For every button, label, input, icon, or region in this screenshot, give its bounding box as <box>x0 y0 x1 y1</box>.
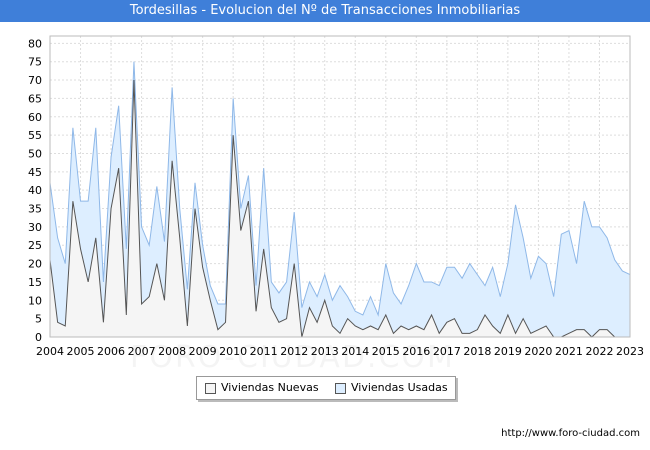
chart-title: Tordesillas - Evolucion del Nº de Transa… <box>0 0 650 22</box>
x-tick-label: 2008 <box>158 345 186 358</box>
y-tick-label: 25 <box>28 239 42 252</box>
y-tick-label: 80 <box>28 37 42 50</box>
x-tick-label: 2013 <box>311 345 339 358</box>
y-tick-label: 15 <box>28 276 42 289</box>
x-tick-label: 2007 <box>128 345 156 358</box>
transactions-chart: 0 5 10 15 20 25 30 35 40 45 50 55 60 65 70 75 80 2004 2005… <box>28 35 644 358</box>
watermark-text: FORO-CIUDAD.COM <box>130 340 455 375</box>
y-tick-label: 50 <box>28 147 42 160</box>
series-usadas-line <box>49 61 631 317</box>
series-nuevas-line <box>49 80 616 338</box>
y-tick-label: 70 <box>28 74 42 87</box>
y-tick-label: 0 <box>35 331 42 344</box>
x-tick-label: 2023 <box>616 345 644 358</box>
x-tick-label: 2004 <box>36 345 64 358</box>
x-tick-label: 2019 <box>494 345 522 358</box>
x-tick-label: 2016 <box>402 345 430 358</box>
x-tick-label: 2017 <box>433 345 461 358</box>
legend-swatch-usadas <box>335 383 346 394</box>
y-tick-label: 5 <box>35 313 42 326</box>
y-tick-label: 75 <box>28 56 42 69</box>
x-tick-label: 2012 <box>280 345 308 358</box>
x-tick-label: 2018 <box>463 345 491 358</box>
x-tick-label: 2006 <box>97 345 125 358</box>
y-tick-label: 20 <box>28 258 42 271</box>
legend-swatch-nuevas <box>205 383 216 394</box>
plot-border <box>49 35 631 338</box>
x-tick-label: 2015 <box>372 345 400 358</box>
y-tick-label: 45 <box>28 166 42 179</box>
y-tick-label: 30 <box>28 221 42 234</box>
y-tick-label: 65 <box>28 92 42 105</box>
x-tick-label: 2011 <box>250 345 278 358</box>
x-tick-label: 2021 <box>555 345 583 358</box>
x-tick-label: 2009 <box>189 345 217 358</box>
y-tick-label: 55 <box>28 129 42 142</box>
y-tick-label: 40 <box>28 184 42 197</box>
y-tick-label: 10 <box>28 294 42 307</box>
x-tick-label: 2020 <box>524 345 552 358</box>
y-tick-label: 35 <box>28 203 42 216</box>
source-link[interactable]: http://www.foro-ciudad.com <box>501 428 640 439</box>
x-tick-label: 2022 <box>585 345 613 358</box>
x-tick-label: 2014 <box>341 345 369 358</box>
x-tick-label: 2010 <box>219 345 247 358</box>
y-tick-label: 60 <box>28 111 42 124</box>
legend-label-nuevas: Viviendas Nuevas <box>221 381 319 394</box>
legend-label-usadas: Viviendas Usadas <box>351 381 448 394</box>
x-tick-label: 2005 <box>67 345 95 358</box>
chart-legend: Viviendas Nuevas Viviendas Usadas <box>196 376 456 400</box>
